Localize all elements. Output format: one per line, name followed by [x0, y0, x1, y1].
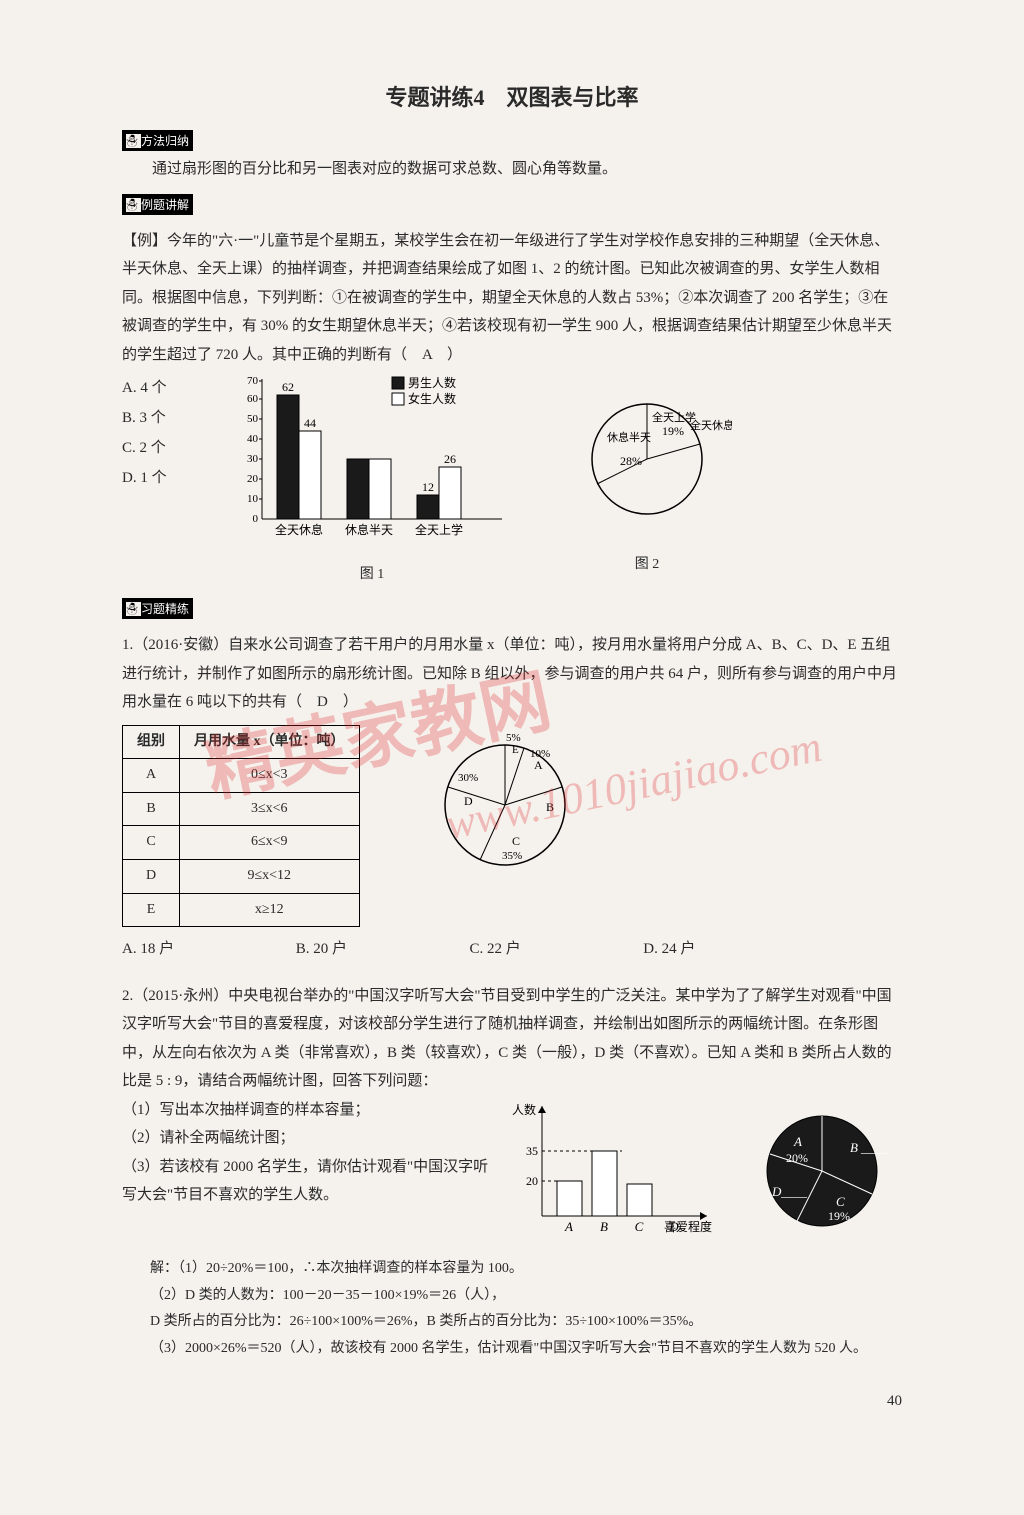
svg-text:50: 50	[247, 413, 259, 425]
svg-text:C: C	[836, 1194, 845, 1209]
bar-caption: 图 1	[222, 562, 522, 589]
practice-section: 习题精练	[122, 598, 902, 623]
svg-text:喜爱程度: 喜爱程度	[664, 1219, 712, 1234]
option-d: D. 1 个	[122, 463, 212, 493]
q1-opt-b: B. 20 户	[296, 935, 466, 964]
sol-line: （2）D 类的人数为：100－20－35－100×19%＝26（人），	[150, 1283, 902, 1310]
svg-text:B: B	[600, 1219, 608, 1234]
q2-sub1: （1）写出本次抽样调查的样本容量；	[122, 1096, 492, 1125]
q1-lead: 1.（2016·安徽）自来水公司调查了若干用户的月用水量 x（单位：吨），按月用…	[122, 631, 902, 717]
cell: 6≤x<9	[180, 826, 360, 860]
sol-line: （3）2000×26%＝520（人），故该校有 2000 名学生，估计观看"中国…	[150, 1336, 902, 1363]
svg-text:全天上学: 全天上学	[415, 522, 463, 537]
svg-text:20: 20	[247, 473, 259, 485]
example-section: 例题讲解	[122, 194, 902, 219]
svg-text:A: A	[564, 1219, 573, 1234]
q1-opt-d: D. 24 户	[643, 935, 813, 964]
q2-lead: 2.（2015·永州）中央电视台举办的"中国汉字听写大会"节目受到中学生的广泛关…	[122, 982, 902, 1096]
svg-text:12: 12	[422, 480, 434, 494]
sol-line: 解：（1）20÷20%＝100，∴本次抽样调查的样本容量为 100。	[150, 1256, 902, 1283]
svg-text:60: 60	[247, 393, 259, 405]
svg-text:C: C	[512, 834, 520, 848]
example-problem: 【例】今年的"六·一"儿童节是个星期五，某校学生会在初一年级进行了学生对学校作息…	[122, 227, 902, 589]
svg-text:0: 0	[253, 513, 259, 525]
q2-bar-chart: 人数 20 35 A B C D	[512, 1096, 722, 1257]
svg-text:男生人数: 男生人数	[408, 375, 456, 390]
q2-pie-chart: A 20% B ＿＿ C 19% D＿＿	[742, 1096, 902, 1257]
svg-text:28%: 28%	[620, 454, 642, 468]
method-section: 方法归纳	[122, 130, 902, 155]
svg-text:B: B	[546, 800, 554, 814]
svg-text:35%: 35%	[502, 850, 522, 862]
svg-text:19%: 19%	[662, 424, 684, 438]
method-text: 通过扇形图的百分比和另一图表对应的数据可求总数、圆心角等数量。	[122, 155, 902, 184]
svg-text:40: 40	[247, 433, 259, 445]
question-1: 1.（2016·安徽）自来水公司调查了若干用户的月用水量 x（单位：吨），按月用…	[122, 631, 902, 964]
svg-text:19%: 19%	[828, 1209, 850, 1223]
cell: 3≤x<6	[180, 792, 360, 826]
svg-text:D: D	[464, 794, 473, 808]
cell: C	[123, 826, 180, 860]
q2-sub3: （3）若该校有 2000 名学生，请你估计观看"中国汉字听写大会"节目不喜欢的学…	[122, 1153, 492, 1210]
q1-table: 组别 月用水量 x（单位：吨） A0≤x<3 B3≤x<6 C6≤x<9 D9≤…	[122, 725, 360, 928]
q1-pie: E 5% A 10% B C 35% D 30%	[420, 725, 590, 896]
cell: D	[123, 859, 180, 893]
svg-text:44: 44	[304, 416, 316, 430]
practice-tag: 习题精练	[122, 598, 193, 619]
cell: E	[123, 893, 180, 927]
option-b: B. 3 个	[122, 403, 212, 433]
svg-text:A: A	[793, 1134, 802, 1149]
page-number: 40	[122, 1393, 902, 1410]
page-root: 专题讲练4 双图表与比率 方法归纳 通过扇形图的百分比和另一图表对应的数据可求总…	[82, 0, 942, 1450]
svg-text:70: 70	[247, 375, 259, 387]
cell: A	[123, 759, 180, 793]
svg-text:休息半天: 休息半天	[607, 430, 651, 444]
svg-text:26: 26	[444, 452, 456, 466]
svg-text:5%: 5%	[506, 732, 521, 744]
svg-text:A: A	[534, 758, 543, 772]
svg-text:10: 10	[247, 493, 259, 505]
svg-text:全天休息: 全天休息	[275, 522, 323, 537]
example-options: A. 4 个 B. 3 个 C. 2 个 D. 1 个	[122, 373, 212, 493]
svg-text:女生人数: 女生人数	[408, 391, 456, 406]
example-tag: 例题讲解	[122, 194, 193, 215]
page-title: 专题讲练4 双图表与比率	[122, 80, 902, 112]
svg-text:20%: 20%	[786, 1151, 808, 1165]
q2-solution: 解：（1）20÷20%＝100，∴本次抽样调查的样本容量为 100。 （2）D …	[150, 1256, 902, 1362]
svg-text:30%: 30%	[458, 772, 478, 784]
q2-sub2: （2）请补全两幅统计图；	[122, 1124, 492, 1153]
cell: 0≤x<3	[180, 759, 360, 793]
q1-th-0: 组别	[123, 725, 180, 759]
svg-text:35: 35	[526, 1144, 538, 1158]
cell: 9≤x<12	[180, 859, 360, 893]
sol-line: D 类所占的百分比为：26÷100×100%＝26%，B 类所占的百分比为：35…	[150, 1309, 902, 1336]
q1-options: A. 18 户 B. 20 户 C. 22 户 D. 24 户	[122, 935, 902, 964]
method-tag: 方法归纳	[122, 130, 193, 151]
svg-text:人数: 人数	[512, 1102, 536, 1117]
option-a: A. 4 个	[122, 373, 212, 403]
q1-opt-c: C. 22 户	[470, 935, 640, 964]
cell: B	[123, 792, 180, 826]
cell: x≥12	[180, 893, 360, 927]
svg-text:B ＿＿: B ＿＿	[850, 1140, 887, 1155]
svg-text:10%: 10%	[530, 748, 550, 760]
example-pie-chart: 全天上学 19% 休息半天 28% 全天休息 图 2	[562, 369, 732, 578]
question-2: 2.（2015·永州）中央电视台举办的"中国汉字听写大会"节目受到中学生的广泛关…	[122, 982, 902, 1363]
example-lead: 【例】今年的"六·一"儿童节是个星期五，某校学生会在初一年级进行了学生对学校作息…	[122, 227, 902, 370]
svg-text:20: 20	[526, 1174, 538, 1188]
option-c: C. 2 个	[122, 433, 212, 463]
svg-text:E: E	[512, 744, 519, 756]
svg-text:D＿＿: D＿＿	[771, 1184, 807, 1199]
q1-opt-a: A. 18 户	[122, 935, 292, 964]
example-bar-chart: 0 10 20 30 40 50 60 70	[222, 369, 522, 588]
q1-th-1: 月用水量 x（单位：吨）	[180, 725, 360, 759]
svg-text:全天休息: 全天休息	[690, 418, 732, 432]
pie-caption: 图 2	[562, 552, 732, 579]
svg-text:62: 62	[282, 380, 294, 394]
svg-text:休息半天: 休息半天	[345, 522, 393, 537]
svg-text:C: C	[635, 1219, 644, 1234]
svg-text:30: 30	[247, 453, 259, 465]
